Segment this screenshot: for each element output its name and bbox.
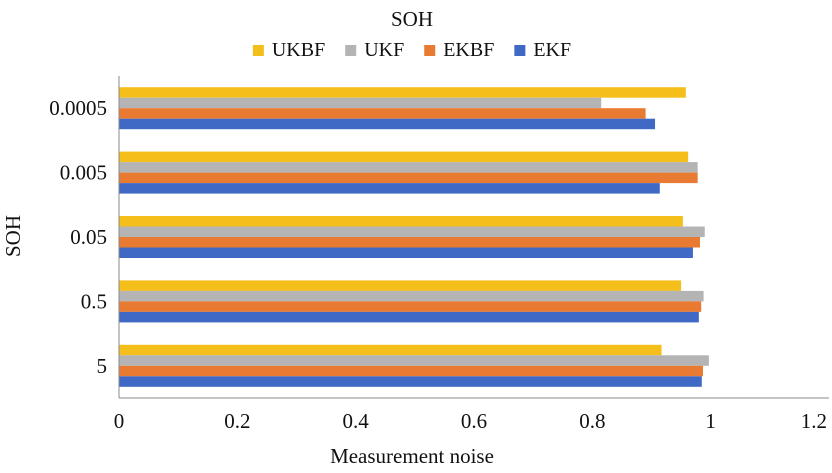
legend-label-ukbf: UKBF [272, 39, 325, 61]
y-tick-label: 0.5 [81, 289, 107, 313]
bar-ukf-0.05 [119, 226, 705, 237]
legend-swatch-ekf [514, 45, 526, 56]
legend-swatch-ekbf [424, 45, 436, 56]
x-tick-label: 0 [114, 409, 125, 433]
bar-ekf-0.5 [119, 311, 699, 323]
x-tick-label: 0.2 [224, 409, 250, 433]
legend: UKBF UKF EKBF EKF [252, 39, 571, 61]
bar-ekbf-0.5 [119, 301, 702, 312]
legend-label-ekbf: EKBF [443, 39, 494, 61]
bar-ukf-0.0005 [119, 97, 602, 109]
legend-label-ekf: EKF [533, 39, 571, 61]
bar-ukbf-5 [119, 344, 662, 356]
bar-ukf-0.005 [119, 162, 698, 173]
y-tick-label: 0.0005 [49, 96, 107, 120]
bar-ukf-5 [119, 355, 709, 366]
y-tick-label: 5 [97, 354, 108, 378]
bar-ukbf-0.5 [119, 280, 682, 291]
legend-label-ukf: UKF [364, 39, 404, 61]
bar-ukbf-0.005 [119, 151, 689, 163]
y-tick-label: 0.05 [70, 225, 107, 249]
y-axis: 0.0005 0.005 0.05 0.5 5 [49, 76, 120, 398]
bar-ukbf-0.0005 [119, 87, 686, 98]
bar-ekbf-5 [119, 365, 703, 377]
bar-ukbf-0.05 [119, 216, 683, 227]
bar-ukf-0.5 [119, 290, 704, 302]
x-tick-label: 0.8 [579, 409, 605, 433]
bar-ekbf-0.05 [119, 237, 701, 248]
bar-ekf-0.005 [119, 183, 660, 194]
y-tick-label: 0.005 [60, 161, 107, 185]
x-tick-label: 0.6 [461, 409, 487, 433]
x-tick-label: 1 [705, 409, 716, 433]
plot-area [119, 87, 709, 387]
y-axis-title: SOH [1, 215, 25, 257]
legend-swatch-ukbf [252, 45, 264, 56]
chart-title: SOH [391, 7, 433, 31]
x-tick-label: 1.2 [801, 409, 827, 433]
bar-ekf-0.0005 [119, 118, 656, 130]
bar-ekbf-0.005 [119, 172, 698, 184]
bar-ekf-0.05 [119, 247, 693, 258]
x-tick-label: 0.4 [343, 409, 370, 433]
bar-ekf-5 [119, 376, 702, 387]
x-axis-title: Measurement noise [330, 444, 494, 468]
x-axis: 0 0.2 0.4 0.6 0.8 1 1.2 [114, 397, 829, 433]
bar-ekbf-0.0005 [119, 108, 646, 119]
legend-swatch-ukf [345, 45, 357, 56]
